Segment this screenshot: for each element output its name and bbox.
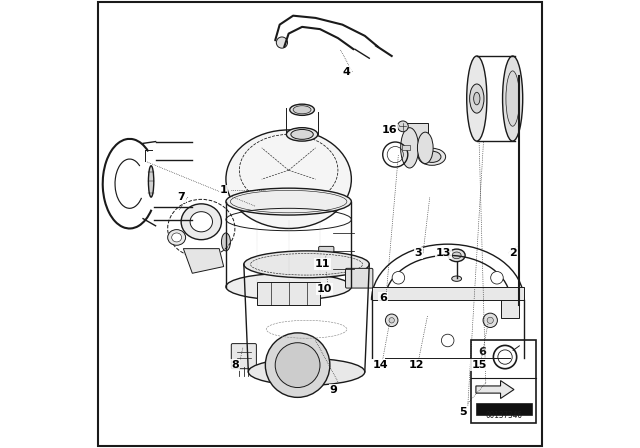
Ellipse shape xyxy=(452,252,461,259)
Bar xyxy=(407,123,428,150)
FancyBboxPatch shape xyxy=(346,268,373,288)
FancyBboxPatch shape xyxy=(319,246,334,259)
Text: 2: 2 xyxy=(509,248,516,258)
Ellipse shape xyxy=(181,204,221,240)
Text: 3: 3 xyxy=(415,248,422,258)
Ellipse shape xyxy=(502,56,523,141)
Ellipse shape xyxy=(417,132,433,164)
Ellipse shape xyxy=(226,273,351,300)
FancyBboxPatch shape xyxy=(231,344,257,369)
Text: 16: 16 xyxy=(381,125,397,135)
Ellipse shape xyxy=(401,128,419,168)
Circle shape xyxy=(491,271,503,284)
Ellipse shape xyxy=(226,130,351,228)
Ellipse shape xyxy=(148,166,154,197)
Text: 4: 4 xyxy=(343,67,351,77)
Text: 6: 6 xyxy=(379,293,387,303)
Polygon shape xyxy=(184,249,224,273)
Text: 10: 10 xyxy=(317,284,332,294)
Circle shape xyxy=(275,343,320,388)
Circle shape xyxy=(324,264,328,269)
Bar xyxy=(476,403,532,415)
Ellipse shape xyxy=(248,358,365,385)
Ellipse shape xyxy=(276,37,287,48)
Ellipse shape xyxy=(226,188,351,215)
Ellipse shape xyxy=(470,84,484,113)
Circle shape xyxy=(389,318,394,323)
Text: 11: 11 xyxy=(314,259,330,269)
Bar xyxy=(403,145,410,150)
Bar xyxy=(502,300,519,318)
Text: 5: 5 xyxy=(460,407,467,417)
Text: 15: 15 xyxy=(471,360,487,370)
Ellipse shape xyxy=(168,229,186,246)
Bar xyxy=(257,282,320,305)
Ellipse shape xyxy=(474,92,480,105)
Text: 9: 9 xyxy=(330,385,337,395)
Ellipse shape xyxy=(423,151,441,163)
Circle shape xyxy=(397,121,408,132)
Circle shape xyxy=(266,333,330,397)
Ellipse shape xyxy=(190,212,212,232)
Text: 8: 8 xyxy=(231,360,239,370)
Circle shape xyxy=(321,261,332,272)
Circle shape xyxy=(392,271,404,284)
Bar xyxy=(371,287,524,300)
Ellipse shape xyxy=(419,148,445,165)
Ellipse shape xyxy=(287,128,317,141)
Text: 14: 14 xyxy=(372,360,388,370)
Ellipse shape xyxy=(293,106,311,114)
Bar xyxy=(472,340,536,423)
Polygon shape xyxy=(476,381,514,399)
Ellipse shape xyxy=(467,56,487,141)
Text: 7: 7 xyxy=(177,192,185,202)
Circle shape xyxy=(487,317,493,323)
Text: 00137346: 00137346 xyxy=(485,411,522,420)
Circle shape xyxy=(483,313,497,327)
Text: 6: 6 xyxy=(479,347,486,358)
Text: 13: 13 xyxy=(435,248,451,258)
Ellipse shape xyxy=(244,251,369,278)
Circle shape xyxy=(385,314,398,327)
Ellipse shape xyxy=(452,276,461,281)
Ellipse shape xyxy=(291,129,314,139)
Circle shape xyxy=(442,334,454,347)
Ellipse shape xyxy=(448,249,465,262)
Ellipse shape xyxy=(506,71,520,126)
Ellipse shape xyxy=(290,104,314,115)
Ellipse shape xyxy=(172,233,182,242)
Text: 12: 12 xyxy=(408,360,424,370)
Ellipse shape xyxy=(221,233,230,251)
Text: 1: 1 xyxy=(220,185,228,195)
